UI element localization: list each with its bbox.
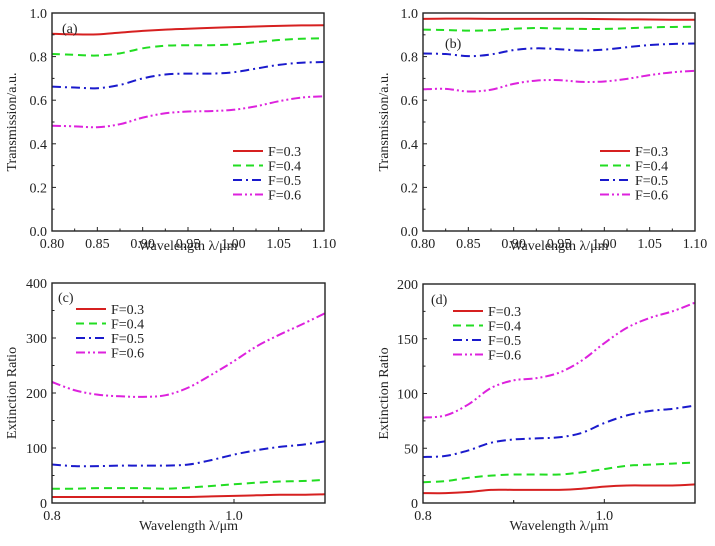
y-tick-label: 1.0 bbox=[401, 7, 419, 22]
legend-label: F=0.5 bbox=[488, 334, 521, 349]
y-tick-label: 100 bbox=[26, 442, 47, 457]
y-tick-label: 100 bbox=[397, 388, 418, 403]
x-tick-label: 1.0 bbox=[596, 509, 614, 524]
series-line-f05 bbox=[51, 440, 326, 468]
legend-label: F=0.3 bbox=[488, 305, 521, 320]
y-tick-label: 150 bbox=[397, 333, 418, 348]
x-tick-label: 0.95 bbox=[547, 237, 572, 252]
series-line-f04 bbox=[51, 37, 325, 57]
y-tick-label: 0.6 bbox=[401, 94, 419, 109]
series-line-f06 bbox=[422, 301, 696, 419]
legend-label: F=0.3 bbox=[268, 145, 301, 160]
legend-label: F=0.5 bbox=[268, 174, 301, 189]
y-tick-label: 0 bbox=[411, 497, 418, 512]
y-tick-label: 0.6 bbox=[30, 94, 48, 109]
legend-label: F=0.6 bbox=[268, 189, 301, 204]
legend: F=0.3F=0.4F=0.5F=0.6 bbox=[76, 303, 144, 362]
x-tick-label: 1.05 bbox=[266, 237, 291, 252]
y-tick-label: 200 bbox=[397, 278, 418, 293]
series-line-f05 bbox=[51, 61, 325, 90]
x-tick-label: 1.05 bbox=[637, 237, 662, 252]
series-line-f05 bbox=[422, 404, 696, 459]
y-tick-label: 0.8 bbox=[401, 51, 419, 66]
series-line-f05 bbox=[422, 42, 696, 58]
legend-label: F=0.4 bbox=[635, 160, 668, 175]
y-axis-label: Extinction Ratio bbox=[5, 347, 20, 439]
y-tick-label: 0.4 bbox=[30, 138, 48, 153]
x-axis-label: Wavelength λ/μm bbox=[139, 519, 238, 534]
x-axis-label: Wavelength λ/μm bbox=[509, 239, 608, 254]
x-tick-label: 0.90 bbox=[501, 237, 526, 252]
y-tick-label: 0.2 bbox=[401, 181, 419, 196]
y-tick-label: 50 bbox=[404, 442, 418, 457]
panel-label: (b) bbox=[445, 37, 462, 52]
x-tick-label: 1.00 bbox=[221, 237, 246, 252]
plot-frame bbox=[422, 283, 696, 504]
y-tick-label: 0.8 bbox=[30, 51, 48, 66]
x-tick-label: 0.80 bbox=[40, 237, 65, 252]
series-line-f06 bbox=[51, 312, 326, 398]
x-tick-label: 1.10 bbox=[683, 237, 708, 252]
y-axis-label: Transmission/a.u. bbox=[5, 72, 20, 171]
legend-label: F=0.5 bbox=[111, 332, 144, 347]
y-tick-label: 0.0 bbox=[401, 225, 419, 240]
y-tick-label: 1.0 bbox=[30, 7, 48, 22]
panel-label: (a) bbox=[62, 22, 78, 37]
series-line-f03 bbox=[51, 24, 325, 36]
y-tick-label: 0 bbox=[40, 497, 47, 512]
series-line-f03 bbox=[422, 483, 696, 495]
series-line-f03 bbox=[51, 493, 326, 498]
series-line-f04 bbox=[51, 478, 326, 490]
legend-label: F=0.3 bbox=[111, 303, 144, 318]
y-axis-label: Transmission/a.u. bbox=[377, 72, 392, 171]
legend: F=0.3F=0.4F=0.5F=0.6 bbox=[600, 145, 668, 204]
legend-label: F=0.6 bbox=[111, 347, 144, 362]
x-tick-label: 0.85 bbox=[456, 237, 481, 252]
series-line-f06 bbox=[422, 69, 696, 93]
legend: F=0.3F=0.4F=0.5F=0.6 bbox=[233, 145, 301, 204]
y-tick-label: 0.4 bbox=[401, 138, 419, 153]
x-tick-label: 0.85 bbox=[85, 237, 110, 252]
x-tick-label: 1.00 bbox=[592, 237, 617, 252]
y-tick-label: 200 bbox=[26, 387, 47, 402]
panel-a: 0.0 0.2 0.4 0.6 0.8 1.0 0.80 0.85 0.90 0.95 1.00 1.… bbox=[5, 7, 336, 254]
legend-label: F=0.4 bbox=[488, 320, 521, 335]
x-axis-label: Wavelength λ/μm bbox=[509, 519, 608, 534]
x-tick-label: 0.8 bbox=[43, 509, 61, 524]
plot-frame bbox=[51, 282, 326, 504]
legend-label: F=0.5 bbox=[635, 174, 668, 189]
y-tick-label: 0.2 bbox=[30, 181, 48, 196]
x-axis-label: Wavelength λ/μm bbox=[138, 239, 237, 254]
series-line-f04 bbox=[422, 461, 696, 484]
x-tick-label: 0.95 bbox=[176, 237, 201, 252]
x-tick-label: 0.8 bbox=[414, 509, 432, 524]
y-tick-label: 400 bbox=[26, 277, 47, 292]
y-tick-label: 300 bbox=[26, 332, 47, 347]
x-tick-label: 0.90 bbox=[130, 237, 155, 252]
legend-label: F=0.6 bbox=[635, 189, 668, 204]
legend-label: F=0.4 bbox=[268, 160, 301, 175]
legend-label: F=0.4 bbox=[111, 318, 144, 333]
series-line-f06 bbox=[51, 95, 325, 129]
x-tick-label: 1.0 bbox=[225, 509, 243, 524]
legend: F=0.3F=0.4F=0.5F=0.6 bbox=[453, 305, 521, 364]
panel-label: (d) bbox=[431, 293, 448, 308]
y-axis-label: Extinction Ratio bbox=[377, 347, 392, 439]
x-tick-label: 1.10 bbox=[312, 237, 337, 252]
panel-b: 0.0 0.2 0.4 0.6 0.8 1.0 0.80 0.85 0.90 0.95 1.00 1.… bbox=[377, 7, 707, 254]
x-tick-label: 0.80 bbox=[411, 237, 436, 252]
panel-label: (c) bbox=[58, 291, 74, 306]
series-line-f04 bbox=[422, 25, 696, 32]
y-tick-label: 0.0 bbox=[30, 225, 48, 240]
legend-label: F=0.3 bbox=[635, 145, 668, 160]
legend-label: F=0.6 bbox=[488, 349, 521, 364]
series-line-f03 bbox=[422, 17, 696, 21]
